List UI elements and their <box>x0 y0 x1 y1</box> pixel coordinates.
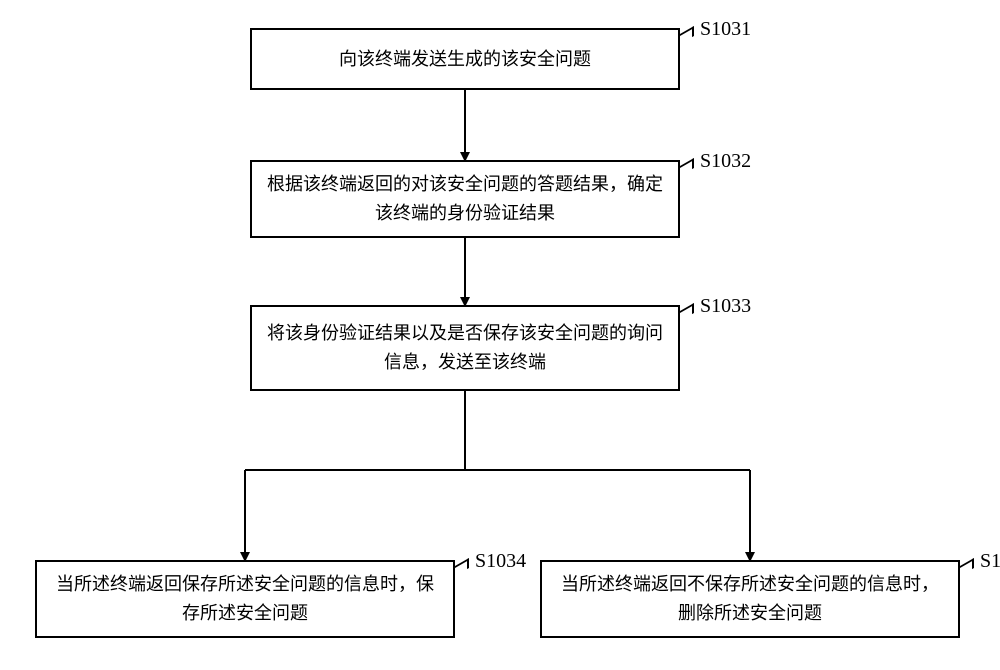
corner-tick-icon <box>960 558 974 576</box>
corner-tick-icon <box>680 26 694 44</box>
corner-tick-icon <box>455 558 469 576</box>
step-label-s1033: S1033 <box>700 295 751 318</box>
step-label-s1035: S1035 <box>980 550 1000 573</box>
node-text: 当所述终端返回保存所述安全问题的信息时，保存所述安全问题 <box>49 570 441 628</box>
step-label-s1032: S1032 <box>700 150 751 173</box>
node-s1031: 向该终端发送生成的该安全问题 <box>250 28 680 90</box>
node-s1032: 根据该终端返回的对该安全问题的答题结果，确定该终端的身份验证结果 <box>250 160 680 238</box>
node-text: 根据该终端返回的对该安全问题的答题结果，确定该终端的身份验证结果 <box>264 170 666 228</box>
node-s1035: 当所述终端返回不保存所述安全问题的信息时，删除所述安全问题 <box>540 560 960 638</box>
node-text: 当所述终端返回不保存所述安全问题的信息时，删除所述安全问题 <box>554 570 946 628</box>
node-text: 向该终端发送生成的该安全问题 <box>339 45 591 74</box>
step-label-s1031: S1031 <box>700 18 751 41</box>
corner-tick-icon <box>680 303 694 321</box>
step-label-s1034: S1034 <box>475 550 526 573</box>
corner-tick-icon <box>680 158 694 176</box>
node-text: 将该身份验证结果以及是否保存该安全问题的询问信息，发送至该终端 <box>264 319 666 377</box>
node-s1033: 将该身份验证结果以及是否保存该安全问题的询问信息，发送至该终端 <box>250 305 680 391</box>
flowchart-canvas: 向该终端发送生成的该安全问题 S1031 根据该终端返回的对该安全问题的答题结果，确… <box>0 0 1000 670</box>
node-s1034: 当所述终端返回保存所述安全问题的信息时，保存所述安全问题 <box>35 560 455 638</box>
